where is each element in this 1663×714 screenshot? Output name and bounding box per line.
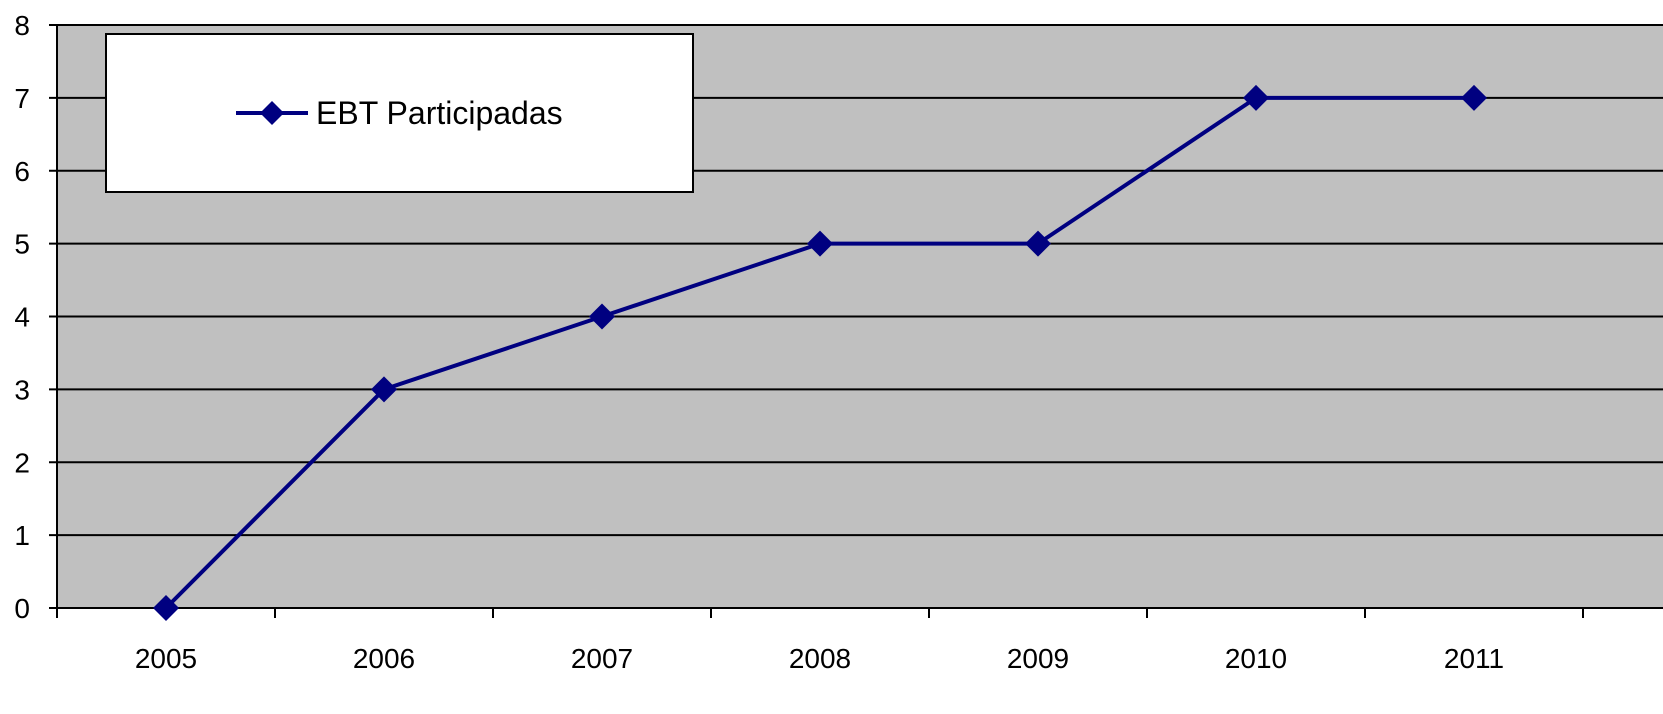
x-tick-label: 2010 [1225,643,1287,674]
legend-label: EBT Participadas [316,95,563,131]
data-point-marker [153,595,179,621]
y-tick-label: 2 [14,447,30,478]
x-tick-label: 2011 [1444,643,1504,674]
legend: EBT Participadas [105,33,694,193]
data-point-marker [371,376,397,403]
y-tick-label: 7 [14,83,30,114]
legend-box [105,33,694,193]
y-tick-label: 5 [14,229,30,260]
x-tick-label: 2009 [1007,643,1069,674]
data-point-marker [807,230,833,257]
y-tick-label: 6 [14,156,30,187]
x-tick-label: 2008 [789,643,851,674]
x-tick-label: 2005 [135,643,197,674]
y-tick-label: 3 [14,374,30,405]
axes [49,24,1663,618]
legend-diamond-marker [260,101,284,125]
y-tick-label: 1 [14,520,30,551]
x-tick-label: 2007 [571,643,633,674]
series-group [153,84,1487,621]
data-point-marker [589,303,615,330]
y-axis-tick-labels: 0 1 2 3 4 5 6 7 8 [14,10,30,624]
y-tick-label: 4 [14,302,30,333]
x-axis-tick-labels: 2005 2006 2007 2008 2009 2010 2011 [135,643,1504,674]
data-point-marker [1243,84,1269,111]
y-tick-label: 0 [14,593,30,624]
data-point-marker [1025,230,1051,257]
y-tick-label: 8 [14,10,30,41]
x-tick-label: 2006 [353,643,415,674]
data-point-marker [1461,84,1487,111]
